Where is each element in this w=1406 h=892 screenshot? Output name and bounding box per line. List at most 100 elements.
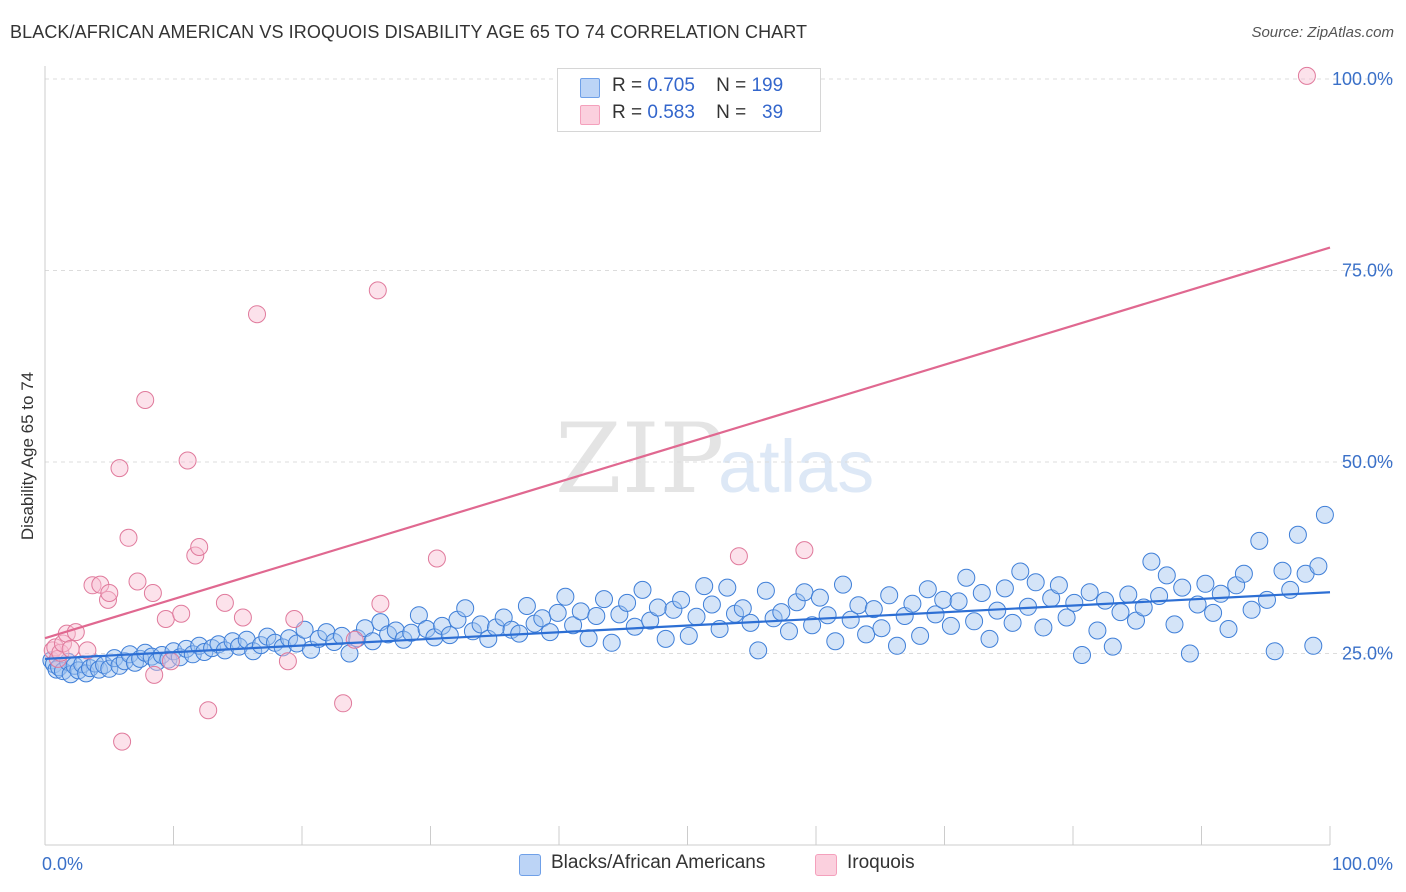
- point-blacks: [911, 626, 930, 645]
- legend-swatch-blacks: [519, 854, 541, 876]
- point-blacks: [888, 636, 906, 655]
- point-iroquois: [795, 541, 814, 560]
- point-blacks: [1034, 618, 1053, 637]
- legend-swatch-iroquois: [580, 105, 600, 125]
- point-blacks: [656, 629, 675, 648]
- point-blacks: [826, 632, 845, 651]
- point-blacks: [100, 659, 119, 678]
- correlation-legend: R = 0.705 N = 199 R = 0.583 N = 39: [557, 68, 821, 132]
- legend-r-label: R =: [612, 102, 643, 123]
- point-blacks: [230, 637, 248, 656]
- point-iroquois: [128, 572, 147, 591]
- point-blacks: [949, 592, 968, 611]
- point-blacks: [918, 580, 937, 599]
- point-blacks: [1173, 578, 1192, 597]
- point-iroquois: [83, 576, 102, 595]
- point-iroquois: [78, 641, 97, 660]
- point-iroquois: [178, 451, 197, 470]
- point-blacks: [1315, 505, 1334, 524]
- point-blacks: [695, 577, 714, 596]
- point-blacks: [1003, 613, 1022, 632]
- point-blacks: [1258, 590, 1276, 609]
- watermark-zip: ZIP: [555, 403, 724, 515]
- point-blacks: [787, 593, 806, 612]
- series-legend: Blacks/African Americans Iroquois: [0, 852, 1406, 880]
- point-blacks: [818, 606, 837, 625]
- point-blacks: [1026, 573, 1045, 592]
- point-blacks: [1049, 576, 1068, 595]
- point-iroquois: [215, 593, 234, 612]
- point-blacks: [834, 575, 852, 594]
- point-blacks: [409, 606, 428, 625]
- point-blacks: [152, 646, 171, 664]
- point-blacks: [1309, 557, 1328, 576]
- point-blacks: [440, 626, 459, 645]
- point-blacks: [672, 590, 691, 609]
- point-blacks: [1157, 566, 1176, 585]
- point-blacks: [471, 615, 490, 634]
- point-iroquois: [61, 639, 80, 658]
- point-iroquois: [143, 584, 162, 602]
- point-blacks: [995, 579, 1014, 598]
- point-blacks: [1219, 620, 1238, 638]
- point-blacks: [872, 619, 891, 638]
- y-tick-label: 25.0%: [1342, 644, 1393, 664]
- point-blacks: [718, 578, 737, 597]
- point-blacks: [433, 616, 452, 635]
- legend-r-label: R =: [612, 75, 643, 96]
- trend-layer: [44, 246, 1331, 660]
- point-blacks: [648, 598, 667, 617]
- point-blacks: [1304, 636, 1323, 655]
- point-blacks: [772, 603, 791, 622]
- point-iroquois: [334, 694, 353, 713]
- point-blacks: [1242, 600, 1261, 619]
- gridlines: [45, 78, 1395, 654]
- point-iroquois: [113, 732, 132, 751]
- x-tick-label: 100.0%: [1332, 854, 1393, 874]
- point-blacks: [1196, 574, 1215, 593]
- point-blacks: [1073, 646, 1091, 664]
- legend-n-value: 199: [751, 75, 784, 96]
- point-iroquois: [199, 701, 218, 720]
- watermark-atlas: atlas: [718, 425, 874, 508]
- point-blacks: [1165, 615, 1184, 634]
- point-blacks: [687, 607, 706, 626]
- point-blacks: [1096, 591, 1115, 610]
- trend-line-iroquois: [44, 246, 1331, 640]
- point-blacks: [1180, 644, 1199, 663]
- point-iroquois: [186, 546, 205, 565]
- point-blacks: [309, 629, 328, 648]
- point-blacks: [934, 590, 953, 609]
- point-blacks: [625, 617, 644, 636]
- y-tick-label: 50.0%: [1342, 452, 1393, 472]
- y-axis-label: Disability Age 65 to 74: [18, 372, 37, 540]
- point-blacks: [386, 621, 405, 640]
- point-blacks: [571, 602, 590, 621]
- point-blacks: [810, 588, 829, 607]
- point-blacks: [972, 584, 991, 602]
- point-blacks: [1204, 603, 1223, 622]
- point-iroquois: [190, 538, 209, 556]
- point-blacks: [756, 581, 775, 600]
- point-blacks: [1134, 598, 1153, 617]
- point-blacks: [926, 605, 945, 624]
- point-iroquois: [371, 594, 390, 613]
- point-iroquois: [278, 652, 297, 671]
- point-blacks: [1080, 583, 1099, 602]
- point-blacks: [1057, 608, 1076, 627]
- point-blacks: [803, 616, 822, 635]
- point-blacks: [841, 610, 860, 629]
- point-blacks: [980, 629, 999, 648]
- point-blacks: [456, 599, 475, 618]
- point-blacks: [733, 599, 752, 618]
- point-blacks: [1288, 525, 1307, 544]
- legend-n-label: N =: [716, 102, 747, 123]
- point-iroquois: [285, 610, 304, 628]
- point-blacks: [1273, 561, 1292, 580]
- point-iroquois: [161, 652, 180, 671]
- point-blacks: [556, 587, 575, 606]
- legend-r-value: 0.583: [647, 102, 695, 123]
- tick-labels: 25.0% 50.0% 75.0% 100.0% 0.0% 100.0%: [42, 69, 1393, 874]
- point-iroquois: [145, 665, 164, 684]
- x-tick-label: 0.0%: [42, 854, 83, 874]
